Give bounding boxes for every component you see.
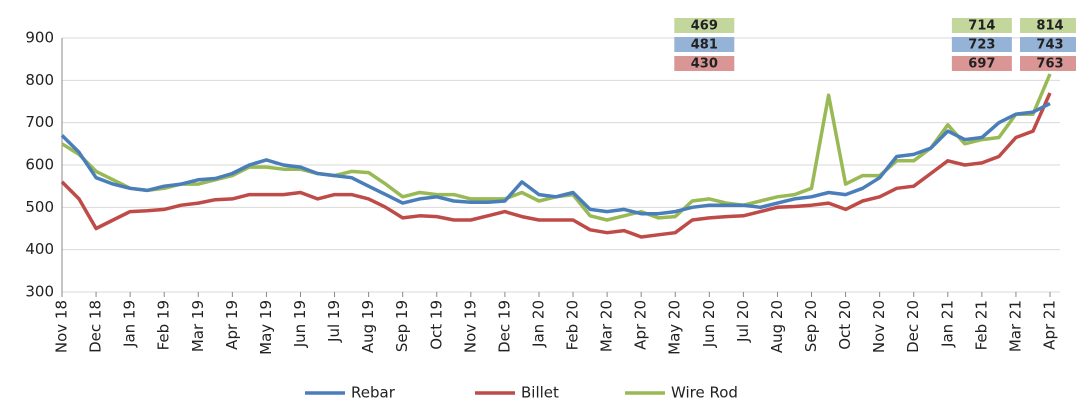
x-tick-label: Jan 21 (938, 300, 956, 348)
annotation-box (951, 18, 1012, 33)
annotation-box (674, 37, 735, 52)
x-tick-label: Apr 20 (632, 300, 650, 350)
x-tick-label: Nov 19 (461, 300, 479, 353)
annotation-label: 697 (968, 57, 995, 72)
x-tick-label: Oct 20 (836, 300, 854, 350)
x-tick-label: Jun 20 (700, 300, 718, 348)
annotation-label: 723 (968, 38, 995, 53)
x-tick-label: Feb 21 (972, 300, 990, 350)
legend-label: Billet (521, 384, 559, 401)
legend-label: Rebar (351, 384, 396, 401)
x-tick-label: Apr 19 (223, 300, 241, 350)
annotation-label: 469 (691, 19, 718, 34)
x-tick-label: Jan 19 (121, 300, 139, 348)
y-tick-label: 500 (25, 198, 54, 216)
x-tick-label: Aug 19 (359, 300, 377, 353)
x-tick-label: Mar 21 (1006, 300, 1024, 352)
x-tick-label: Mar 19 (189, 300, 207, 352)
y-tick-label: 800 (25, 71, 54, 89)
x-tick-label: Oct 19 (427, 300, 445, 350)
annotation-label: 743 (1036, 38, 1063, 53)
y-tick-label: 300 (25, 283, 54, 301)
y-tick-label: 900 (25, 29, 54, 47)
x-tick-label: May 19 (257, 300, 275, 355)
x-tick-label: Jan 20 (529, 300, 547, 348)
x-tick-label: Sep 20 (802, 300, 820, 352)
x-tick-label: Dec 20 (904, 300, 922, 353)
x-tick-label: Nov 20 (870, 300, 888, 353)
x-tick-label: Nov 18 (53, 300, 71, 353)
y-tick-label: 600 (25, 156, 54, 174)
annotation-label: 714 (968, 19, 995, 34)
y-tick-label: 700 (25, 113, 54, 131)
x-tick-label: May 20 (666, 300, 684, 355)
x-tick-label: Jul 20 (734, 300, 752, 343)
x-tick-label: Sep 19 (393, 300, 411, 352)
y-tick-label: 400 (25, 240, 54, 258)
x-tick-label: Feb 20 (564, 300, 582, 350)
x-tick-label: Feb 19 (155, 300, 173, 350)
x-tick-label: Mar 20 (598, 300, 616, 352)
x-tick-label: Jul 19 (325, 300, 343, 343)
annotation-box (1020, 56, 1076, 71)
x-tick-label: Dec 19 (495, 300, 513, 353)
legend-label: Wire Rod (671, 384, 738, 401)
annotation-box (674, 56, 735, 71)
annotation-label: 481 (691, 38, 718, 53)
series-line (60, 102, 1051, 216)
annotation-box (951, 56, 1012, 71)
x-tick-label: Apr 21 (1041, 300, 1059, 350)
annotation-label: 814 (1036, 19, 1063, 34)
annotation-box (1020, 37, 1076, 52)
annotation-label: 430 (691, 57, 718, 72)
annotation-box (951, 37, 1012, 52)
annotation-label: 763 (1036, 57, 1063, 72)
annotation-box (674, 18, 735, 33)
x-tick-label: Dec 18 (87, 300, 105, 353)
annotation-box (1020, 18, 1076, 33)
x-tick-label: Jun 19 (291, 300, 309, 348)
series-line (60, 92, 1052, 239)
x-tick-label: Aug 20 (768, 300, 786, 353)
